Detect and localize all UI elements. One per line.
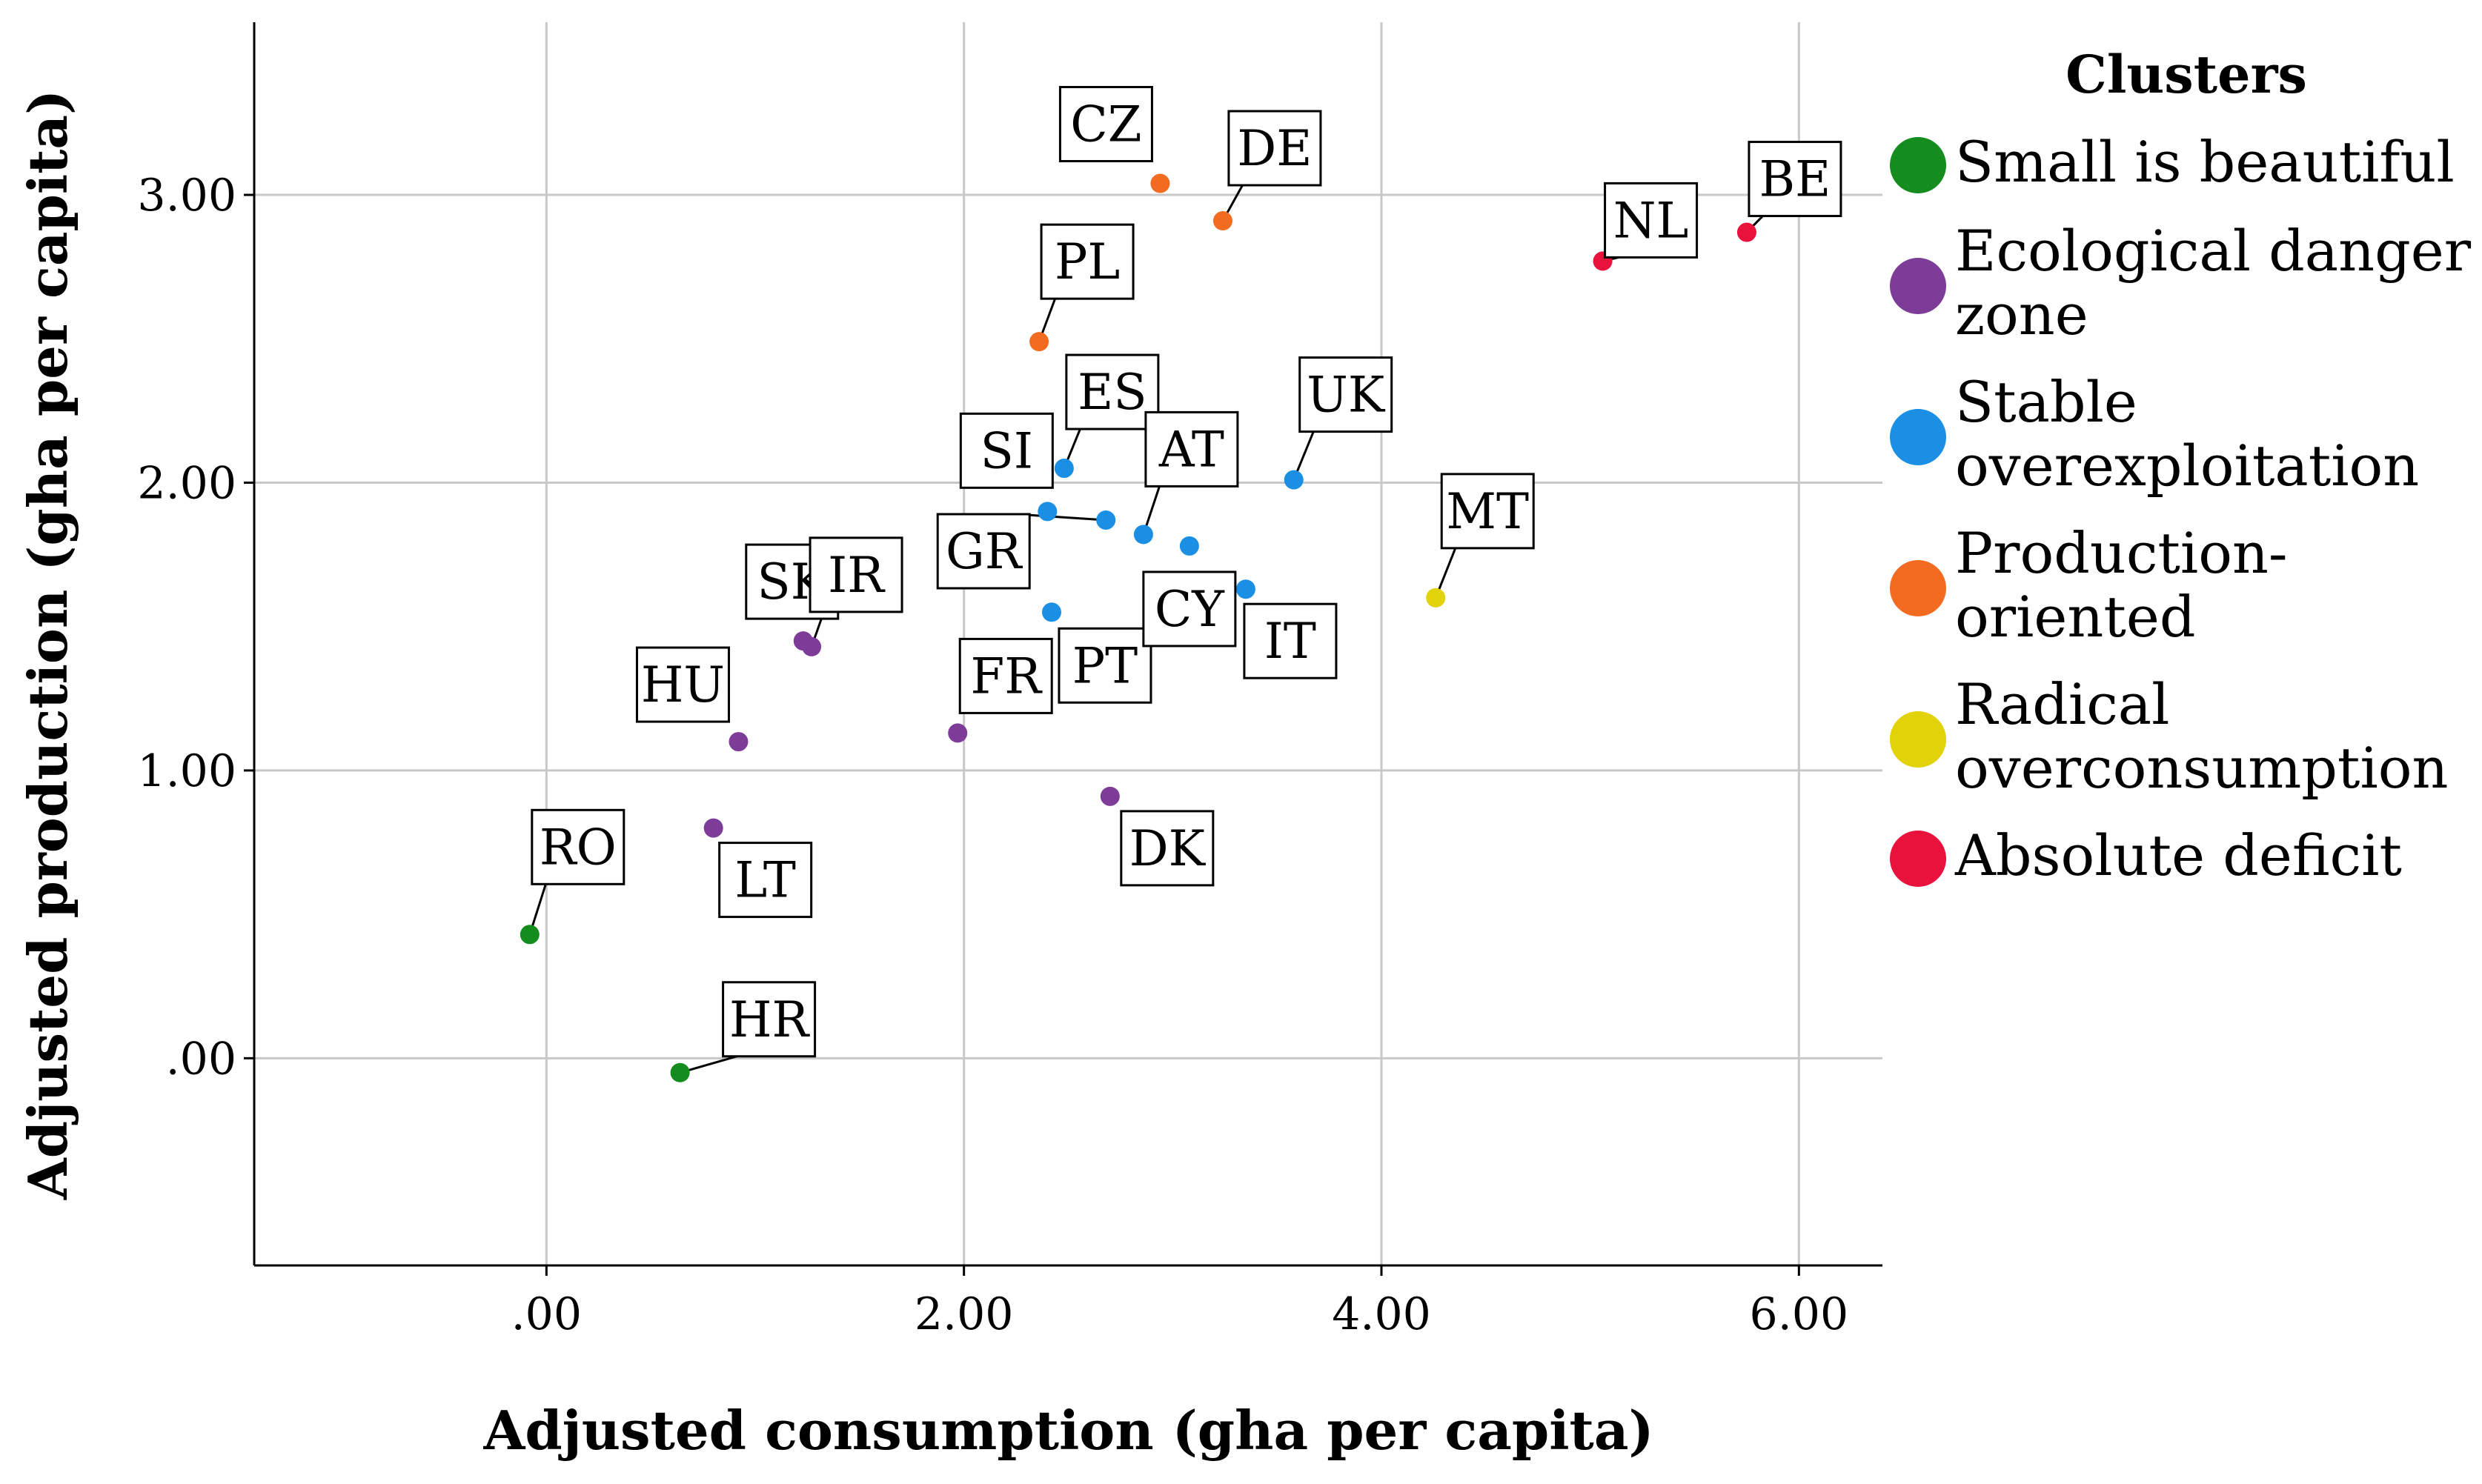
x-axis-title: Adjusted consumption (gha per capita) — [482, 1399, 1653, 1462]
data-point-hr — [670, 1062, 690, 1082]
legend-swatch — [1890, 711, 1946, 768]
point-label-ro: RO — [540, 819, 617, 876]
point-label-uk: UK — [1307, 367, 1386, 424]
y-tick-label: .00 — [166, 1033, 236, 1085]
data-point-es — [1054, 459, 1074, 479]
point-label-cy: CY — [1155, 581, 1225, 638]
legend-entry-label: overexploitation — [1955, 433, 2419, 499]
point-label-hr: HR — [729, 991, 811, 1048]
y-tick-label: 3.00 — [137, 170, 236, 222]
data-points — [520, 173, 1756, 1082]
gridlines — [254, 22, 1882, 1265]
legend-swatch — [1890, 409, 1946, 465]
y-axis-title: Adjusted production (gha per capita) — [16, 90, 79, 1200]
point-label-box — [809, 536, 903, 613]
label-leader — [680, 1055, 737, 1074]
point-label-lt: LT — [734, 852, 795, 909]
data-point-fr — [948, 723, 968, 743]
point-label-it: IT — [1264, 613, 1316, 670]
legend-swatch — [1890, 137, 1946, 193]
point-label-box — [1058, 627, 1152, 704]
point-label-box — [1120, 810, 1215, 887]
point-label-box — [1040, 223, 1135, 300]
legend-entry-label: Small is beautiful — [1955, 129, 2455, 195]
x-tick-label: .00 — [511, 1288, 582, 1340]
label-leader — [1015, 513, 1106, 522]
legend-entry-label: Stable — [1955, 369, 2137, 435]
point-label-box — [635, 646, 730, 723]
data-point-hu — [729, 732, 749, 752]
point-label-box — [1748, 141, 1842, 218]
point-label-box — [1243, 602, 1338, 679]
data-point-gr — [1096, 510, 1116, 530]
x-tick-label: 6.00 — [1750, 1288, 1849, 1340]
point-label-box — [1298, 356, 1393, 433]
point-label-ir: IR — [828, 547, 886, 604]
point-label-pl: PL — [1055, 233, 1120, 290]
point-label-box — [1065, 353, 1160, 430]
data-point-de — [1212, 211, 1232, 231]
data-point-ir — [802, 636, 822, 656]
point-label-box — [1440, 473, 1535, 550]
legend-entry-label: Production- — [1955, 520, 2288, 586]
legend-entry-label: Absolute deficit — [1954, 822, 2402, 888]
point-label-be: BE — [1759, 151, 1831, 208]
data-point-uk — [1284, 470, 1304, 490]
point-label-fr: FR — [970, 648, 1043, 705]
point-label-si: SI — [980, 422, 1033, 479]
x-tick-label: 4.00 — [1332, 1288, 1431, 1340]
point-label-box — [718, 842, 813, 919]
point-label-dk: DK — [1129, 820, 1207, 877]
legend-entry-label: zone — [1955, 282, 2088, 347]
legend-entry-label: Ecological danger — [1955, 218, 2472, 284]
point-label-pt: PT — [1072, 637, 1138, 694]
point-label-box — [1142, 570, 1237, 648]
data-point-cy — [1179, 536, 1199, 556]
data-point-lt — [703, 818, 723, 838]
point-label-box — [1144, 410, 1239, 488]
point-label-box — [958, 637, 1053, 714]
point-label-box — [531, 808, 626, 885]
legend: Clusters Small is beautiful Ecological dan… — [1890, 44, 2472, 888]
data-point-dk — [1100, 786, 1120, 806]
legend-entry-label: oriented — [1955, 584, 2195, 650]
legend-entry-label: overconsumption — [1955, 735, 2448, 801]
point-label-box — [936, 513, 1031, 590]
data-point-si — [1038, 502, 1058, 522]
legend-swatch — [1890, 560, 1946, 616]
x-tick-label: 2.00 — [915, 1288, 1014, 1340]
point-label-box — [1227, 110, 1322, 187]
point-label-box — [722, 981, 817, 1058]
axes: .00 2.00 4.00 6.00 .00 1.00 2.00 3.00 — [137, 22, 1882, 1340]
legend-swatch — [1890, 831, 1946, 887]
legend-entry-label: Radical — [1955, 671, 2169, 737]
y-tick-label: 1.00 — [137, 745, 236, 797]
point-label-box — [959, 412, 1054, 489]
point-label-mt: MT — [1446, 483, 1529, 540]
point-label-cz: CZ — [1070, 96, 1141, 153]
legend-title: Clusters — [2065, 44, 2307, 105]
data-point-it — [1235, 579, 1255, 599]
data-point-mt — [1426, 588, 1446, 608]
data-point-cz — [1150, 173, 1170, 193]
legend-swatch — [1890, 258, 1946, 314]
point-label-hu: HU — [641, 656, 725, 713]
point-label-at: AT — [1158, 421, 1224, 478]
y-tick-label: 2.00 — [137, 457, 236, 509]
data-point-ro — [520, 925, 540, 945]
point-label-box — [1058, 86, 1153, 163]
point-label-es: ES — [1078, 364, 1147, 421]
point-label-de: DE — [1237, 120, 1312, 177]
data-point-pt — [1041, 602, 1061, 622]
data-point-pl — [1029, 332, 1049, 352]
point-label-nl: NL — [1613, 192, 1689, 249]
point-label-gr: GR — [946, 523, 1023, 580]
point-label-box — [1604, 182, 1699, 259]
data-point-be — [1736, 222, 1756, 242]
data-point-at — [1133, 525, 1153, 545]
